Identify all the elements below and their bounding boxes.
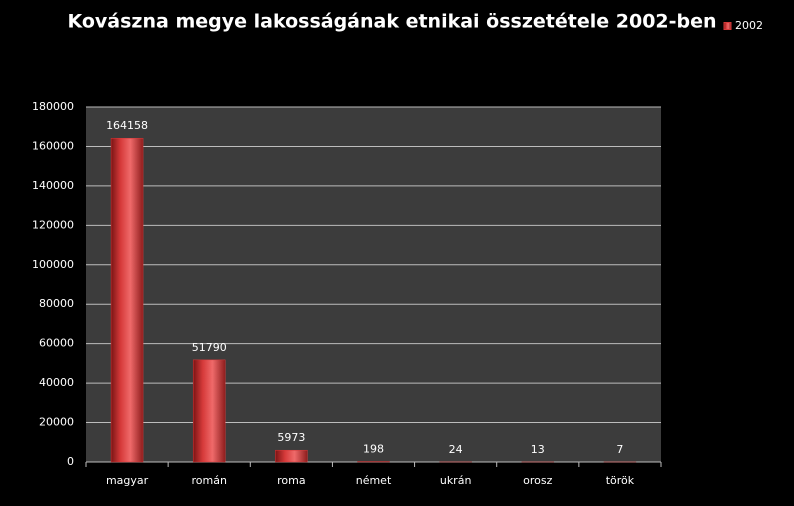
chart-title: Kovászna megye lakosságának etnikai össz… (67, 11, 716, 33)
value-label: 198 (363, 443, 384, 456)
y-tick-label: 160000 (32, 139, 74, 152)
x-tick-label: német (356, 474, 392, 487)
x-tick-label: magyar (106, 474, 149, 487)
y-tick-label: 60000 (39, 337, 74, 350)
value-label: 164158 (106, 119, 148, 132)
y-tick-label: 140000 (32, 179, 74, 192)
y-tick-label: 0 (67, 455, 74, 468)
value-label: 24 (449, 443, 463, 456)
plot-area (86, 107, 661, 462)
x-tick-label: roma (277, 474, 305, 487)
value-label: 5973 (277, 431, 305, 444)
y-tick-label: 120000 (32, 218, 74, 231)
y-tick-label: 80000 (39, 297, 74, 310)
bar (275, 449, 308, 463)
x-tick-label: román (191, 474, 226, 487)
bar (192, 359, 226, 463)
x-tick-label: ukrán (440, 474, 472, 487)
y-tick-label: 40000 (39, 376, 74, 389)
x-tick-label: orosz (523, 474, 552, 487)
value-label: 51790 (192, 341, 227, 354)
value-label: 7 (616, 443, 623, 456)
x-tick-label: török (606, 474, 635, 487)
value-label: 13 (531, 443, 545, 456)
bar (110, 137, 144, 463)
legend-swatch (723, 22, 732, 30)
y-tick-label: 20000 (39, 416, 74, 429)
legend-label: 2002 (735, 19, 763, 32)
y-tick-label: 100000 (32, 258, 74, 271)
y-tick-label: 180000 (32, 100, 74, 113)
